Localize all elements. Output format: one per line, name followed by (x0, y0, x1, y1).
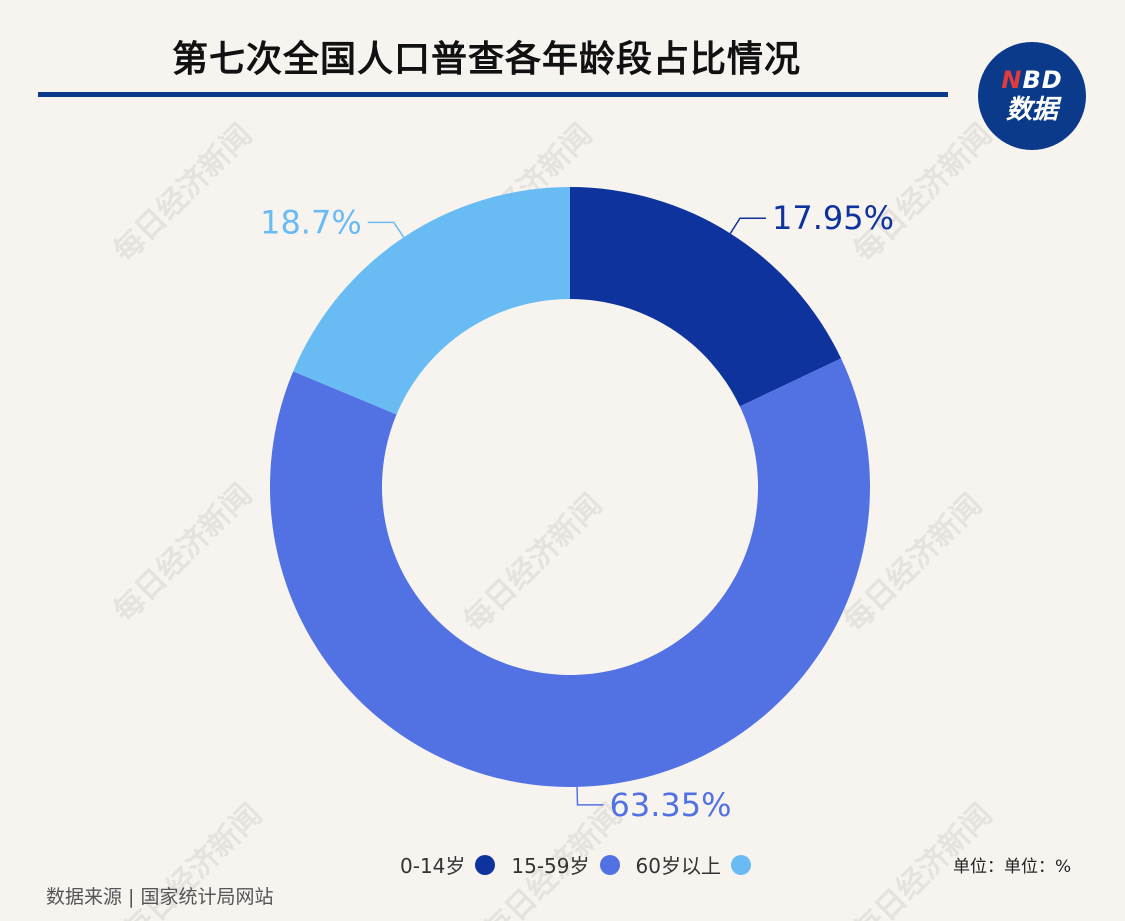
legend-item-0-14[interactable]: 0-14岁 (400, 850, 496, 879)
slice-60-plus[interactable] (293, 187, 570, 415)
leader-line (367, 221, 405, 238)
logo-top-text: NBD (1001, 66, 1063, 94)
watermark-text: 每日经济新闻 (847, 117, 999, 269)
watermark-text: 每日经济新闻 (457, 487, 609, 639)
leader-line (576, 786, 604, 806)
nbd-logo: NBD 数据 (978, 42, 1086, 150)
data-label: 63.35% (609, 786, 731, 824)
title-underline (38, 92, 948, 97)
unit-label: 单位：单位：% (953, 857, 1072, 877)
page-title: 第七次全国人口普查各年龄段占比情况 (172, 39, 802, 80)
legend-item-60-plus[interactable]: 60岁以上 (636, 850, 751, 879)
data-label: 18.7% (260, 203, 362, 241)
legend-label: 15-59岁 (511, 854, 590, 878)
watermark-text: 每日经济新闻 (107, 477, 259, 629)
donut-slices (270, 187, 870, 788)
slice-15-59[interactable] (270, 358, 870, 788)
data-labels: 17.95% 63.35% 18.7% (260, 199, 894, 824)
legend-label: 60岁以上 (635, 854, 721, 878)
data-source: 数据来源 | 国家统计局网站 (46, 886, 274, 908)
slice-0-14[interactable] (570, 187, 842, 407)
leader-line (729, 217, 766, 234)
legend-label: 0-14岁 (400, 854, 466, 878)
watermark-text: 每日经济新闻 (107, 117, 259, 269)
data-label: 17.95% (772, 199, 894, 237)
label-leaders (367, 217, 766, 806)
legend-swatch (475, 854, 496, 875)
legend-swatch (730, 854, 751, 875)
legend-swatch (599, 854, 620, 875)
legend: 0-14岁 15-59岁 60岁以上 (400, 850, 767, 879)
legend-item-15-59[interactable]: 15-59岁 (511, 850, 620, 879)
logo-bottom-text: 数据 (1005, 95, 1058, 125)
